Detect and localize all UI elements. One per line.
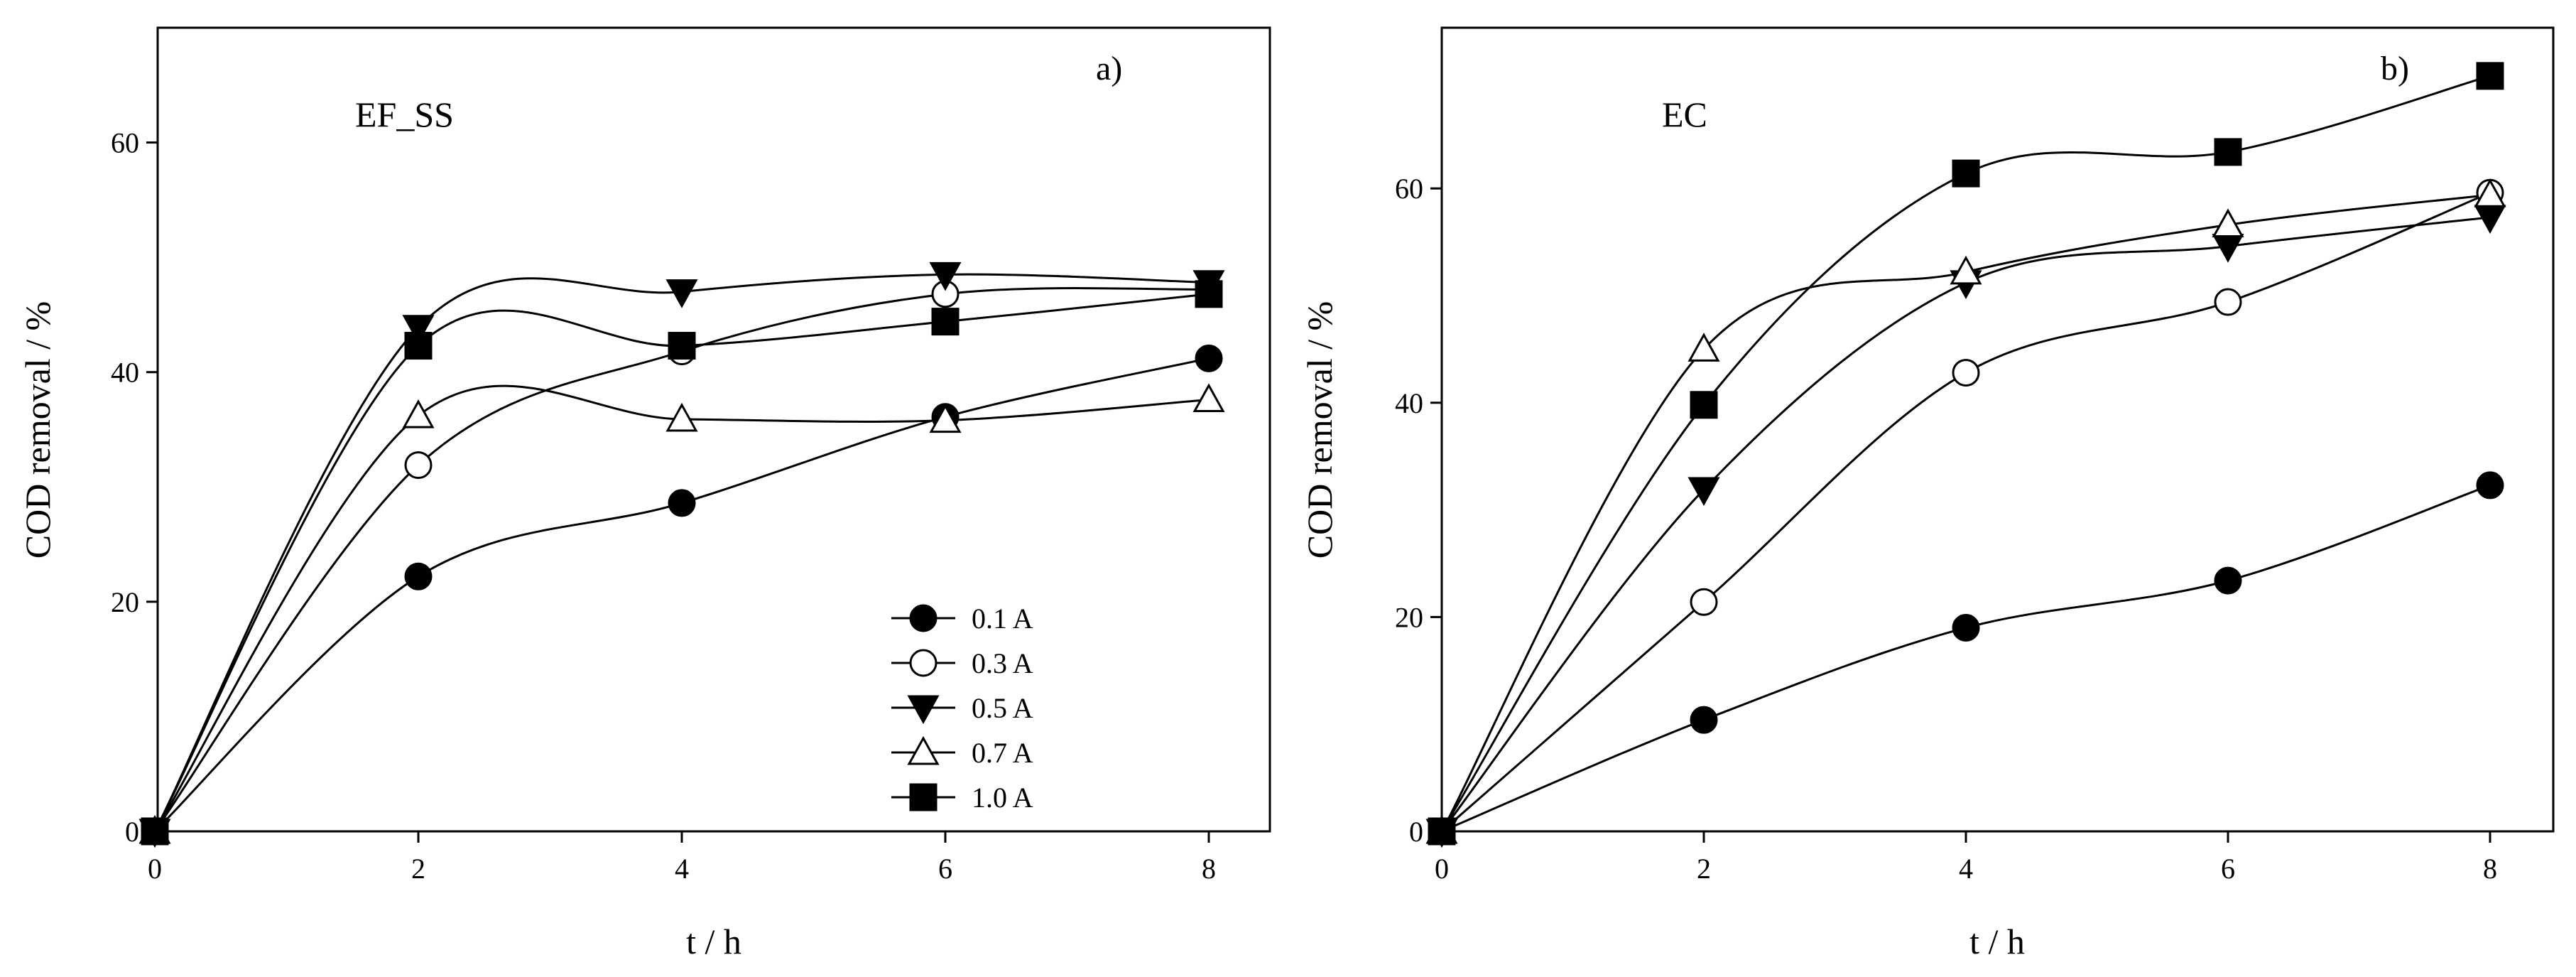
data-point-0-1-a: [1690, 706, 1718, 734]
data-point-1-0-a: [1195, 280, 1223, 308]
series-line-1-0-a: [153, 293, 1210, 832]
series-line-0-1-a: [1441, 484, 2491, 833]
panel-a-legend: 0.1 A 0.3 A 0.5 A 0.7 A 1.0 A: [891, 603, 1033, 814]
panel-a-x-tick-label: 4: [675, 853, 689, 885]
series-line-0-5-a: [153, 273, 1210, 832]
data-point-0-7-a: [1688, 333, 1720, 362]
data-point-1-0-a: [668, 332, 696, 360]
data-point-0-7-a: [665, 402, 698, 432]
panel-a-ef-ss: 0 20 40 60 0 2 4 6 8 EF_SS a) t / h COD removal…: [18, 26, 1271, 961]
series-line-1-0-a: [1440, 75, 2491, 832]
panel-a-x-tick-label: 0: [148, 853, 162, 885]
data-point-0-5-a: [665, 279, 698, 308]
panel-b-y-tick-label: 60: [1395, 173, 1423, 205]
panel-a-x-tick-label: 2: [411, 853, 425, 885]
data-point-0-1-a: [1195, 344, 1223, 372]
panel-b-x-tick-label: 6: [2221, 853, 2235, 885]
panel-b-x-axis-title: t / h: [1969, 922, 2025, 961]
panel-b-y-axis: 0 20 40 60: [1395, 173, 1442, 848]
panel-a-y-tick-label: 0: [125, 816, 139, 848]
series-line-0-3-a: [1441, 191, 2491, 833]
panel-a-y-axis: 0 20 40 60: [111, 127, 158, 848]
data-point-1-0-a: [1428, 817, 1456, 846]
data-point-0-7-a: [929, 404, 962, 433]
data-point-1-0-a: [2214, 138, 2242, 166]
data-point-0-5-a: [929, 261, 962, 291]
data-point-0-7-a: [2212, 208, 2244, 237]
data-point-0-1-a: [2476, 471, 2504, 500]
series-line-0-7-a: [1440, 193, 2491, 832]
panel-b-plot-frame: [1440, 26, 2555, 833]
legend-marker-0-7-a: [907, 735, 940, 765]
data-point-0-1-a: [2214, 566, 2242, 595]
panel-a-x-tick-label: 8: [1202, 853, 1216, 885]
panel-a-x-axis-title: t / h: [686, 922, 741, 961]
panel-a-y-tick-label: 40: [111, 357, 139, 389]
panel-a-title: EF_SS: [355, 95, 454, 134]
panel-b-title: EC: [1662, 95, 1707, 134]
legend-label-0-7-a: 0.7 A: [972, 737, 1033, 769]
data-point-0-1-a: [1952, 613, 1980, 642]
data-point-0-7-a: [2474, 178, 2506, 207]
panel-b-x-axis: 0 2 4 6 8: [1435, 831, 2497, 885]
panel-b-x-tick-label: 8: [2483, 853, 2497, 885]
series-line-0-5-a: [1440, 216, 2491, 832]
panel-b-series-markers: [1425, 62, 2506, 848]
legend-label-0-3-a: 0.3 A: [972, 647, 1033, 679]
panel-a-x-tick-label: 6: [938, 853, 952, 885]
data-point-1-0-a: [931, 308, 960, 336]
legend-label-0-5-a: 0.5 A: [972, 692, 1033, 724]
panel-b-ec: 0 20 40 60 0 2 4 6 8 EC b) t / h COD removal / …: [1300, 26, 2555, 961]
panel-b-y-axis-title: COD removal / %: [1300, 301, 1339, 558]
legend-marker-0-1-a: [909, 604, 938, 632]
panel-b-y-tick-label: 40: [1395, 387, 1423, 419]
data-point-0-3-a: [404, 451, 433, 480]
panel-b-y-tick-label: 0: [1409, 816, 1423, 848]
data-point-1-0-a: [1690, 391, 1718, 419]
panel-a-y-tick-label: 20: [111, 586, 139, 618]
legend-marker-0-5-a: [907, 695, 940, 725]
panel-b-x-tick-label: 0: [1435, 853, 1449, 885]
data-point-0-3-a: [2214, 288, 2242, 316]
data-point-1-0-a: [404, 332, 433, 360]
panel-b-x-tick-label: 2: [1697, 853, 1711, 885]
panel-b-series-curves: [1440, 75, 2491, 833]
data-point-1-0-a: [141, 817, 169, 846]
data-point-0-1-a: [404, 562, 433, 590]
data-point-0-7-a: [402, 399, 435, 428]
data-point-0-3-a: [1952, 359, 1980, 387]
data-point-1-0-a: [1952, 159, 1980, 188]
data-point-1-0-a: [2476, 62, 2504, 90]
panel-b-x-tick-label: 4: [1959, 853, 1973, 885]
data-point-0-7-a: [1192, 383, 1225, 412]
data-point-0-5-a: [402, 315, 435, 344]
panel-b-label: b): [2381, 50, 2409, 87]
panel-a-label: a): [1096, 50, 1122, 87]
series-line-0-3-a: [153, 287, 1210, 832]
panel-a-y-axis-title: COD removal / %: [18, 301, 58, 558]
data-point-0-7-a: [1950, 255, 1982, 285]
data-point-0-5-a: [1688, 477, 1720, 507]
panel-a-series-curves: [153, 273, 1210, 833]
legend-marker-0-3-a: [909, 649, 938, 677]
panel-a-plot-frame: [156, 26, 1271, 833]
panel-a-x-axis: 0 2 4 6 8: [148, 831, 1216, 885]
legend-marker-1-0-a: [909, 783, 938, 811]
legend-label-0-1-a: 0.1 A: [972, 603, 1033, 635]
legend-label-1-0-a: 1.0 A: [972, 782, 1033, 814]
panel-b-y-tick-label: 20: [1395, 601, 1423, 633]
panel-a-y-tick-label: 60: [111, 127, 139, 159]
data-point-0-3-a: [1690, 588, 1718, 616]
data-point-0-1-a: [668, 489, 696, 517]
panel-a-series-markers: [138, 261, 1225, 848]
series-line-0-7-a: [153, 384, 1210, 832]
